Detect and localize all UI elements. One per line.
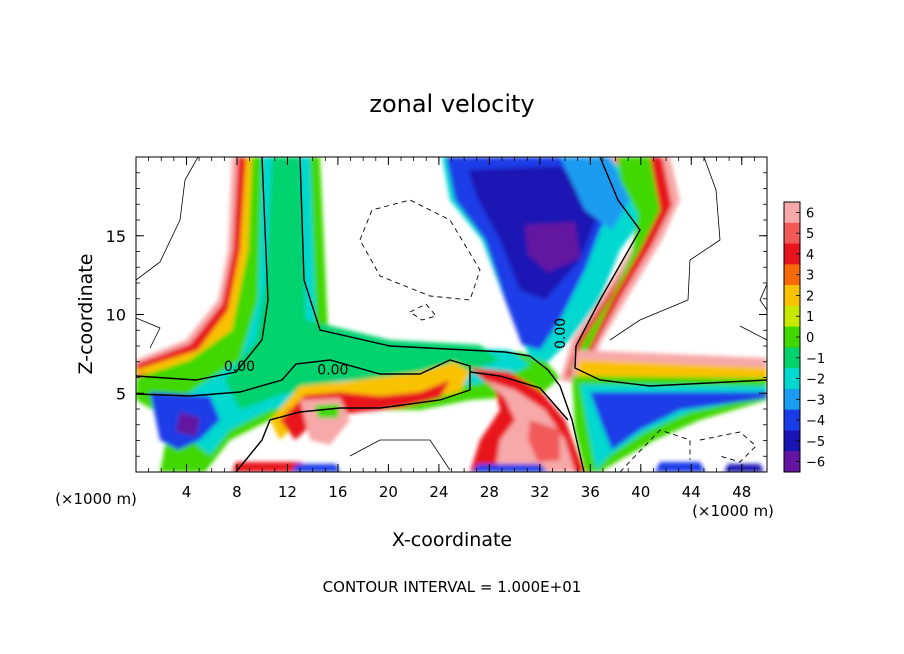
contour-line [739, 325, 767, 341]
x-axis-ticks: 4 8 12 16 20 24 28 32 36 40 44 48 [148, 157, 755, 501]
colorbar-label: −4 [806, 414, 825, 429]
x-unit-label-right: (×1000 m) [692, 502, 774, 520]
x-tick-label: 12 [278, 483, 297, 501]
colorbar-label: 1 [806, 310, 814, 325]
negative-contour-line [409, 303, 437, 321]
chart-title: zonal velocity [369, 90, 534, 118]
x-axis-label: X-coordinate [392, 529, 512, 551]
x-tick-label: 32 [530, 483, 549, 501]
colorbar-swatch [784, 264, 800, 286]
contour-line [529, 355, 585, 472]
x-tick-label: 20 [379, 483, 398, 501]
colorbar-swatch [784, 409, 800, 431]
y-tick-label: 10 [106, 306, 126, 325]
colorbar-swatch [784, 326, 800, 348]
contour-line [136, 157, 199, 281]
contour-line [574, 157, 767, 387]
x-tick-label: 48 [732, 483, 751, 501]
x-tick-label: 24 [429, 483, 448, 501]
contour-labels: 0.00 0.00 0.00 [224, 318, 569, 379]
y-tick-label: 15 [106, 227, 126, 246]
field-region [315, 404, 340, 418]
field-region [724, 464, 764, 472]
field-region [292, 464, 340, 472]
colorbar-label: 5 [806, 227, 814, 242]
negative-contour-line [699, 431, 757, 463]
y-axis-ticks: 5 10 15 [106, 172, 767, 457]
colorbar-label: 4 [806, 248, 814, 263]
contour-line [136, 157, 269, 381]
contour-line [469, 371, 569, 421]
colorbar-label: −1 [806, 352, 825, 367]
velocity-field [136, 157, 767, 472]
field-region [525, 222, 580, 272]
colorbar-swatch [784, 388, 800, 411]
field-region [655, 462, 705, 472]
x-tick-label: 16 [328, 483, 347, 501]
colorbar-label: −3 [806, 393, 825, 408]
contour-label: 0.00 [317, 362, 348, 378]
colorbar-swatch [784, 202, 800, 224]
contour-label: 0.00 [224, 359, 255, 375]
colorbar-swatch [784, 222, 800, 245]
contour-line [609, 157, 721, 341]
colorbar-swatch [784, 347, 800, 369]
y-axis-label: Z-coordinate [75, 254, 97, 375]
field-region [225, 157, 500, 410]
colorbar-label: 0 [806, 331, 814, 346]
plot-area: 0.00 0.000.00 4 8 12 16 20 24 28 32 36 40 44 48 5101… [106, 156, 768, 501]
colorbar-label: 2 [806, 289, 814, 304]
x-tick-label: 44 [682, 483, 701, 501]
colorbar-swatch [784, 430, 800, 452]
contour-label: 0.00 [553, 318, 569, 349]
contour-line [349, 439, 451, 471]
colorbar-label: −2 [806, 373, 825, 388]
field-region [472, 464, 548, 472]
contour-line [136, 359, 471, 472]
field-region [280, 380, 450, 440]
field-region [560, 157, 630, 230]
colorbar-label: −6 [806, 456, 825, 471]
contour-lines [136, 157, 767, 472]
field-region [590, 392, 767, 450]
x-tick-label: 4 [182, 483, 192, 501]
x-tick-label: 40 [631, 483, 650, 501]
colorbar-swatch [784, 285, 800, 307]
field-region [176, 412, 200, 436]
x-tick-label: 8 [232, 483, 242, 501]
x-unit-label-left: (×1000 m) [55, 490, 137, 508]
contour-line [299, 157, 531, 357]
field-region [528, 420, 560, 462]
colorbar-label: 3 [806, 269, 814, 284]
colorbar-swatch [784, 243, 800, 265]
negative-contour-line [619, 429, 691, 472]
colorbar-label: −5 [806, 435, 825, 450]
colorbar-label: 6 [806, 206, 814, 221]
contour-interval-note: CONTOUR INTERVAL = 1.000E+01 [323, 578, 582, 596]
x-tick-label: 28 [480, 483, 499, 501]
colorbar-swatch [784, 451, 800, 473]
x-tick-label: 36 [581, 483, 600, 501]
colorbar-swatch [784, 305, 800, 328]
colorbar-swatch [784, 368, 800, 390]
contour-line [759, 283, 767, 311]
field-region [570, 157, 660, 372]
negative-contour-line [359, 199, 481, 301]
colorbar: 6 5 4 3 2 1 0 −1 −2 −3 −4 −5 −6 [783, 201, 825, 473]
contour-line [136, 317, 161, 349]
y-tick-label: 5 [116, 384, 126, 403]
